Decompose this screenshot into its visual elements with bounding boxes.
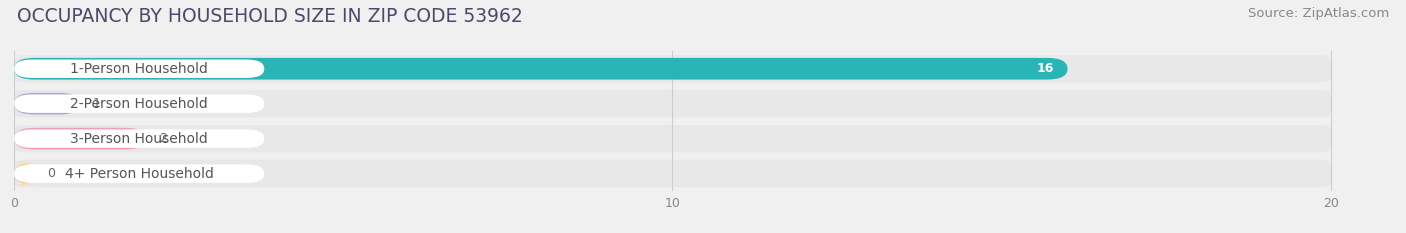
Text: 3-Person Household: 3-Person Household bbox=[70, 132, 208, 146]
Text: 1-Person Household: 1-Person Household bbox=[70, 62, 208, 76]
FancyBboxPatch shape bbox=[14, 59, 264, 78]
FancyBboxPatch shape bbox=[14, 94, 264, 113]
FancyBboxPatch shape bbox=[14, 58, 1067, 80]
FancyBboxPatch shape bbox=[14, 160, 1331, 187]
FancyBboxPatch shape bbox=[14, 125, 1331, 152]
Text: Source: ZipAtlas.com: Source: ZipAtlas.com bbox=[1249, 7, 1389, 20]
Text: 16: 16 bbox=[1038, 62, 1054, 75]
FancyBboxPatch shape bbox=[14, 93, 80, 115]
FancyBboxPatch shape bbox=[14, 129, 264, 148]
FancyBboxPatch shape bbox=[14, 163, 37, 185]
FancyBboxPatch shape bbox=[14, 128, 146, 150]
Text: 1: 1 bbox=[93, 97, 101, 110]
Text: 4+ Person Household: 4+ Person Household bbox=[65, 167, 214, 181]
Text: 2: 2 bbox=[159, 132, 167, 145]
Text: OCCUPANCY BY HOUSEHOLD SIZE IN ZIP CODE 53962: OCCUPANCY BY HOUSEHOLD SIZE IN ZIP CODE … bbox=[17, 7, 523, 26]
Text: 0: 0 bbox=[46, 167, 55, 180]
Text: 2-Person Household: 2-Person Household bbox=[70, 97, 208, 111]
FancyBboxPatch shape bbox=[14, 164, 264, 183]
FancyBboxPatch shape bbox=[14, 55, 1331, 82]
FancyBboxPatch shape bbox=[14, 90, 1331, 117]
